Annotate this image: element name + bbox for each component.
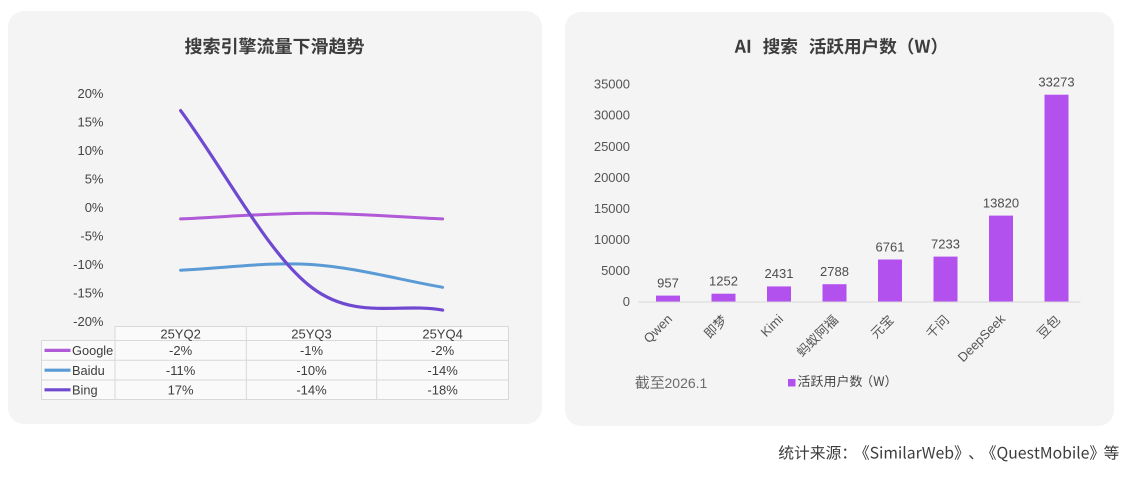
svg-text:-10%: -10% [296,363,327,378]
svg-text:1252: 1252 [709,274,738,289]
svg-text:2788: 2788 [820,264,849,279]
svg-text:-10%: -10% [73,257,104,272]
svg-text:-5%: -5% [80,228,104,243]
svg-text:10%: 10% [77,143,103,158]
svg-text:-15%: -15% [73,285,104,300]
svg-text:30000: 30000 [594,108,630,123]
svg-text:20%: 20% [77,86,103,101]
svg-text:33273: 33273 [1038,75,1074,90]
svg-text:25YQ4: 25YQ4 [422,326,462,341]
svg-text:25YQ2: 25YQ2 [160,326,200,341]
svg-text:-2%: -2% [431,343,455,358]
svg-text:5000: 5000 [601,263,630,278]
svg-text:5%: 5% [85,171,104,186]
svg-text:0: 0 [623,294,630,309]
svg-text:35000: 35000 [594,77,630,92]
svg-text:-11%: -11% [166,363,196,378]
svg-text:2026.1: 2026.1 [665,375,708,391]
svg-text:-20%: -20% [73,314,104,329]
svg-text:10000: 10000 [594,232,630,247]
svg-text:7233: 7233 [931,236,960,251]
svg-text:17%: 17% [168,383,194,398]
svg-text:6761: 6761 [876,239,905,254]
svg-text:-14%: -14% [296,383,327,398]
svg-text:-18%: -18% [427,383,458,398]
svg-text:13820: 13820 [983,195,1019,210]
svg-text:2431: 2431 [765,266,794,281]
svg-text:Baidu: Baidu [72,363,105,378]
svg-text:0%: 0% [85,200,104,215]
svg-text:-14%: -14% [427,363,458,378]
svg-text:15000: 15000 [594,201,630,216]
svg-text:25YQ3: 25YQ3 [291,326,331,341]
svg-text:Google: Google [72,343,113,358]
svg-text:957: 957 [657,275,679,290]
svg-text:20000: 20000 [594,170,630,185]
svg-text:25000: 25000 [594,139,630,154]
svg-text:15%: 15% [77,114,103,129]
svg-text:-2%: -2% [169,343,193,358]
svg-text:Bing: Bing [72,383,98,398]
svg-text:-1%: -1% [300,343,324,358]
